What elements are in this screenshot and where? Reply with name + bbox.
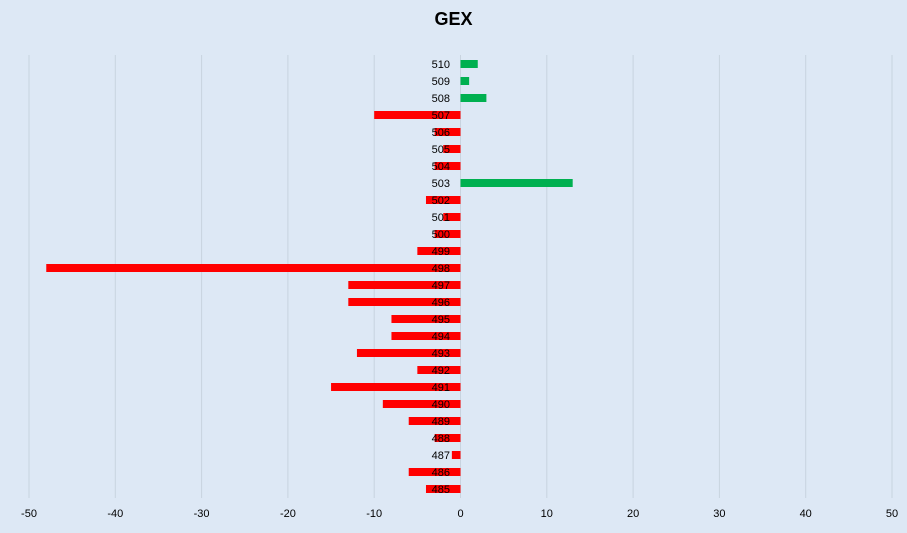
category-label: 508 [432, 93, 450, 105]
bar-495 [391, 315, 461, 323]
category-label: 494 [432, 331, 450, 343]
bar-506 [434, 128, 461, 136]
bar-487 [451, 451, 461, 459]
category-label: 495 [432, 314, 450, 326]
category-label: 487 [432, 450, 450, 462]
bar-499 [417, 247, 461, 255]
category-label: 497 [432, 280, 450, 292]
x-tick-label: 30 [713, 508, 725, 520]
category-label: 493 [432, 348, 450, 360]
x-tick-label: -40 [107, 508, 123, 520]
category-label: 490 [432, 399, 450, 411]
bar-485 [425, 485, 461, 493]
bar-510 [460, 60, 478, 68]
category-label: 488 [432, 433, 450, 445]
x-tick-label: 0 [457, 508, 463, 520]
bar-494 [391, 332, 461, 340]
category-label: 506 [432, 127, 450, 139]
bar-501 [443, 213, 461, 221]
category-label: 489 [432, 416, 450, 428]
bar-489 [408, 417, 461, 425]
bar-500 [434, 230, 461, 238]
x-tick-label: -10 [366, 508, 382, 520]
x-tick-label: -30 [194, 508, 210, 520]
bar-488 [434, 434, 461, 442]
x-tick-label: 50 [886, 508, 898, 520]
x-tick-label: 10 [541, 508, 553, 520]
bar-498 [46, 264, 461, 272]
bar-491 [331, 383, 461, 391]
category-label: 499 [432, 246, 450, 258]
category-label: 504 [432, 161, 450, 173]
x-tick-label: 40 [800, 508, 812, 520]
category-label: 485 [432, 484, 450, 496]
category-label: 486 [432, 467, 450, 479]
x-tick-labels: -50 -40 -30 -20 -10 0 10 20 30 40 50 [21, 508, 898, 520]
bar-505 [443, 145, 461, 153]
chart-title: GEX [434, 9, 473, 29]
category-label: 492 [432, 365, 450, 377]
category-labels: 510 509 508 507 506 505 504 503 502 501 500 499 498 4… [432, 59, 450, 496]
category-label: 503 [432, 178, 450, 190]
bar-490 [382, 400, 461, 408]
category-label: 496 [432, 297, 450, 309]
bar-497 [348, 281, 461, 289]
bar-507 [374, 111, 461, 119]
x-tick-label: -50 [21, 508, 37, 520]
bar-503 [460, 179, 573, 187]
bar-492 [417, 366, 461, 374]
category-label: 510 [432, 59, 450, 71]
category-label: 498 [432, 263, 450, 275]
x-tick-label: -20 [280, 508, 296, 520]
category-label: 500 [432, 229, 450, 241]
bar-493 [356, 349, 461, 357]
category-label: 491 [432, 382, 450, 394]
bar-502 [425, 196, 461, 204]
bar-504 [434, 162, 461, 170]
category-label: 505 [432, 144, 450, 156]
bar-486 [408, 468, 461, 476]
x-tick-label: 20 [627, 508, 639, 520]
category-label: 501 [432, 212, 450, 224]
bar-496 [348, 298, 461, 306]
bar-508 [460, 94, 487, 102]
category-label: 509 [432, 76, 450, 88]
category-label: 502 [432, 195, 450, 207]
bar-509 [460, 77, 470, 85]
bars [46, 60, 573, 493]
category-label: 507 [432, 110, 450, 122]
gridlines [28, 55, 893, 498]
